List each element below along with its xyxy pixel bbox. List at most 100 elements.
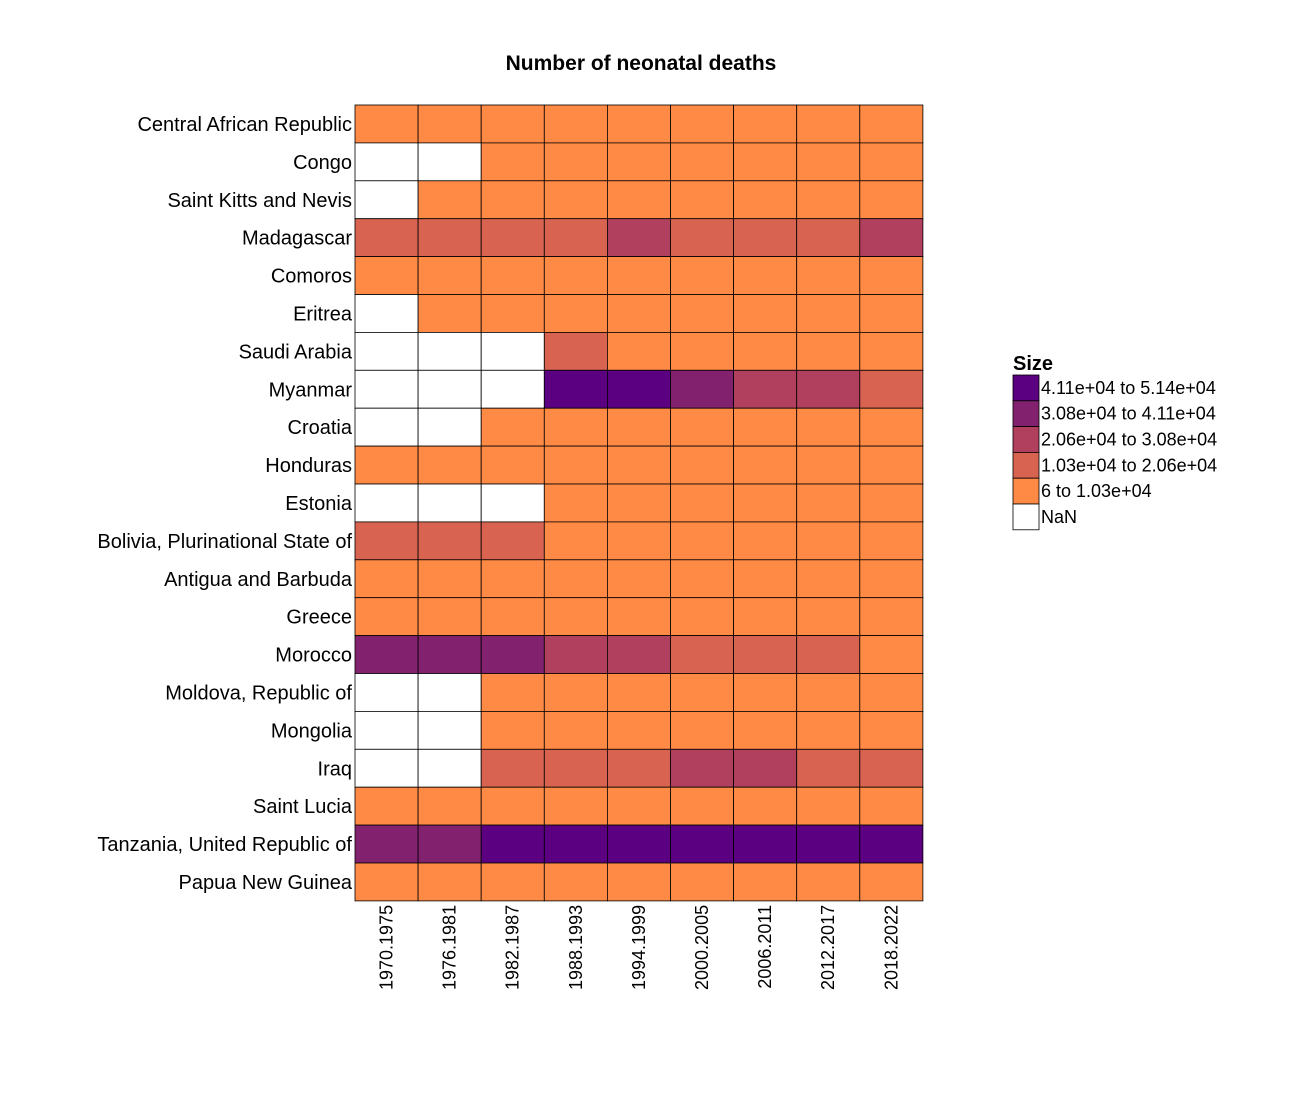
row-label: Madagascar bbox=[242, 228, 352, 250]
heatmap-cell bbox=[417, 445, 482, 485]
heatmap-cell bbox=[417, 483, 482, 523]
legend-swatch bbox=[1012, 503, 1040, 531]
heatmap-cell bbox=[607, 142, 671, 182]
heatmap-cell bbox=[543, 218, 608, 257]
heatmap-cell bbox=[670, 180, 734, 220]
heatmap-cell bbox=[543, 180, 608, 220]
row-label: Iraq bbox=[318, 758, 352, 780]
heatmap-cell bbox=[607, 445, 671, 485]
heatmap-cell bbox=[354, 483, 419, 523]
heatmap-cell bbox=[543, 294, 608, 333]
heatmap-cell bbox=[733, 862, 798, 902]
heatmap-cell bbox=[354, 104, 419, 144]
heatmap-cell bbox=[733, 673, 798, 712]
row-label: Eritrea bbox=[293, 303, 353, 325]
heatmap-cell bbox=[670, 673, 734, 712]
heatmap-cell bbox=[607, 369, 671, 409]
heatmap-cell bbox=[417, 786, 482, 826]
heatmap-cell bbox=[417, 673, 482, 712]
column-label: 1976.1981 bbox=[440, 905, 460, 990]
legend-label: 1.03e+04 to 2.06e+04 bbox=[1041, 455, 1217, 475]
heatmap-cell bbox=[543, 331, 608, 371]
heatmap-cell bbox=[417, 294, 482, 333]
heatmap-cell bbox=[417, 824, 482, 864]
heatmap-cell bbox=[859, 521, 924, 561]
heatmap-cell bbox=[733, 331, 798, 371]
heatmap-cell bbox=[543, 483, 608, 523]
heatmap-cell bbox=[480, 824, 545, 864]
heatmap-cell bbox=[417, 635, 482, 674]
heatmap-cell bbox=[670, 445, 734, 485]
heatmap-cell bbox=[354, 294, 419, 333]
row-label: Estonia bbox=[285, 493, 353, 515]
heatmap-cell bbox=[607, 597, 671, 637]
legend-label: 3.08e+04 to 4.11e+04 bbox=[1041, 404, 1216, 424]
heatmap-cell bbox=[859, 786, 924, 826]
heatmap-cell bbox=[796, 331, 861, 371]
heatmap-cell bbox=[859, 559, 924, 599]
heatmap-cell bbox=[796, 862, 861, 902]
heatmap-cell bbox=[733, 483, 798, 523]
heatmap-cell bbox=[354, 824, 419, 864]
heatmap-cell bbox=[796, 256, 861, 295]
heatmap-cell bbox=[607, 673, 671, 712]
heatmap-cell bbox=[859, 218, 924, 257]
heatmap-cell bbox=[670, 521, 734, 561]
heatmap-cell bbox=[796, 483, 861, 523]
legend-swatch bbox=[1012, 400, 1040, 427]
heatmap-cell bbox=[733, 218, 798, 257]
heatmap-cell bbox=[354, 180, 419, 220]
heatmap-cell bbox=[480, 748, 545, 788]
heatmap-cell bbox=[480, 711, 545, 750]
heatmap-cell bbox=[417, 331, 482, 371]
heatmap-cell bbox=[733, 369, 798, 409]
heatmap-cell bbox=[796, 673, 861, 712]
heatmap-cell bbox=[859, 483, 924, 523]
heatmap-cell bbox=[733, 559, 798, 599]
heatmap-cell bbox=[417, 180, 482, 220]
heatmap-cell bbox=[733, 180, 798, 220]
heatmap-cell bbox=[670, 824, 734, 864]
heatmap-cell bbox=[607, 786, 671, 826]
row-label: Saint Lucia bbox=[253, 796, 353, 818]
heatmap-cell bbox=[417, 597, 482, 637]
row-label: Greece bbox=[286, 607, 352, 629]
heatmap-cell bbox=[670, 369, 734, 409]
heatmap-cell bbox=[417, 142, 482, 182]
heatmap-cell bbox=[607, 256, 671, 295]
heatmap-cell bbox=[480, 407, 545, 447]
heatmap-cell bbox=[670, 786, 734, 826]
heatmap-cell bbox=[859, 104, 924, 144]
heatmap-cell bbox=[354, 559, 419, 599]
heatmap-cell bbox=[607, 748, 671, 788]
heatmap-cell bbox=[543, 597, 608, 637]
heatmap-cell bbox=[859, 711, 924, 750]
row-label: Central African Republic bbox=[137, 114, 352, 136]
heatmap-cell bbox=[480, 294, 545, 333]
heatmap-cell bbox=[543, 673, 608, 712]
column-label: 2012.2017 bbox=[818, 905, 838, 990]
heatmap-cell bbox=[859, 597, 924, 637]
heatmap-cell bbox=[670, 142, 734, 182]
column-label: 1970.1975 bbox=[377, 905, 397, 990]
heatmap-cell bbox=[480, 786, 545, 826]
heatmap-cell bbox=[670, 635, 734, 674]
heatmap-cell bbox=[480, 521, 545, 561]
heatmap-cell bbox=[796, 597, 861, 637]
heatmap-cell bbox=[354, 256, 419, 295]
heatmap-cell bbox=[543, 862, 608, 902]
heatmap-cell bbox=[607, 407, 671, 447]
heatmap-cell bbox=[607, 104, 671, 144]
heatmap-cell bbox=[796, 445, 861, 485]
heatmap-cell bbox=[417, 407, 482, 447]
heatmap-cell bbox=[480, 673, 545, 712]
heatmap-cell bbox=[607, 559, 671, 599]
heatmap-cell bbox=[417, 559, 482, 599]
heatmap-cell bbox=[670, 748, 734, 788]
heatmap-cell bbox=[796, 559, 861, 599]
legend-swatch bbox=[1012, 451, 1040, 479]
heatmap-cell bbox=[670, 294, 734, 333]
heatmap-cell bbox=[733, 597, 798, 637]
row-label: Honduras bbox=[265, 455, 352, 477]
heatmap-cell bbox=[417, 104, 482, 144]
